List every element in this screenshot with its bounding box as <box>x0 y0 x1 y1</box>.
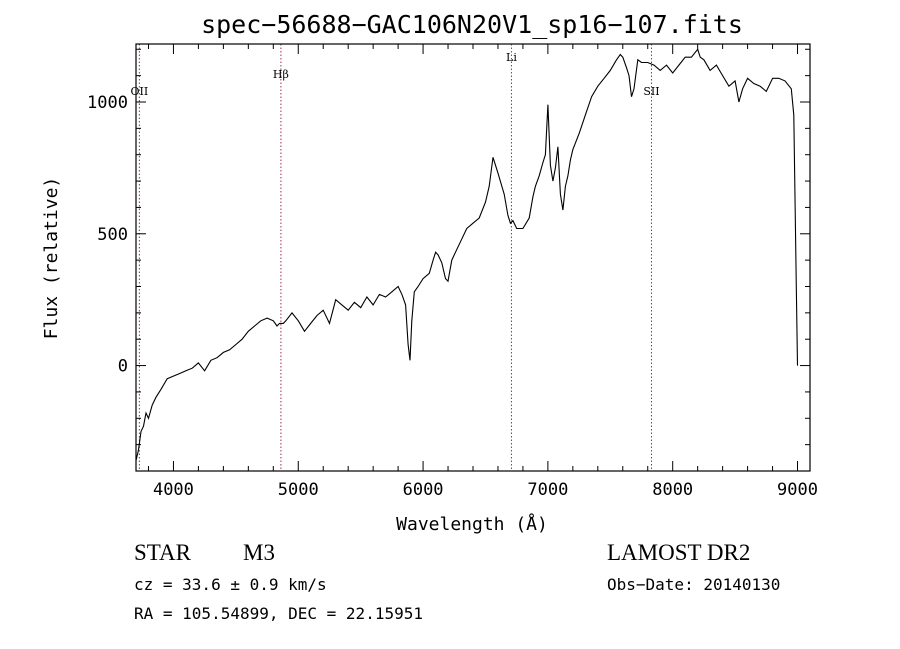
plot-frame <box>135 43 811 472</box>
spectral-line-label: Li <box>506 51 517 64</box>
redshift-readout: cz = 33.6 ± 0.9 km/s <box>134 575 327 594</box>
spectral-line-label: SII <box>643 85 659 98</box>
x-tick-label: 5000 <box>278 480 319 500</box>
x-tick-label: 4000 <box>153 480 194 500</box>
spectral-line-markers: OII Hβ Li SII <box>131 44 660 471</box>
chart-title: spec−56688−GAC106N20V1_sp16−107.fits <box>201 10 743 39</box>
spectral-line-label: OII <box>131 85 149 98</box>
y-tick-label: 1000 <box>87 93 128 113</box>
x-tick-label: 6000 <box>403 480 444 500</box>
x-axis-label: Wavelength (Å) <box>396 513 548 535</box>
object-subclass: M3 <box>243 540 275 565</box>
coordinates-readout: RA = 105.54899, DEC = 22.15951 <box>134 604 423 623</box>
spectrum-line <box>135 48 799 461</box>
x-tick-label: 7000 <box>527 480 568 500</box>
observation-date: Obs−Date: 20140130 <box>607 575 780 594</box>
x-tick-label: 8000 <box>652 480 693 500</box>
x-tick-label: 9000 <box>777 480 818 500</box>
y-axis-label: Flux (relative) <box>41 177 62 340</box>
spectral-line-label: Hβ <box>273 68 289 81</box>
axis-ticks: 4000 5000 6000 7000 8000 9000 0 500 1000 <box>87 44 818 500</box>
object-class: STAR <box>134 540 192 565</box>
y-tick-label: 500 <box>97 225 128 245</box>
survey-name: LAMOST DR2 <box>607 540 750 565</box>
y-tick-label: 0 <box>118 357 128 377</box>
